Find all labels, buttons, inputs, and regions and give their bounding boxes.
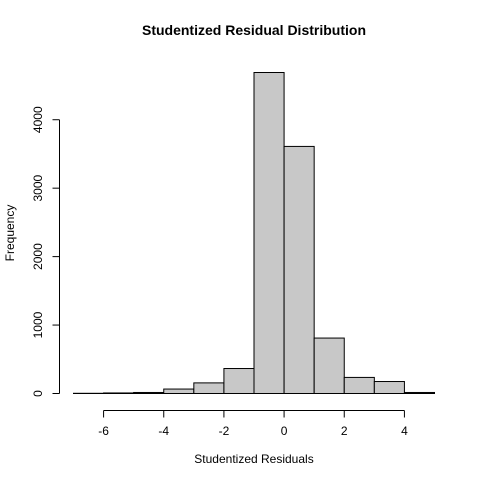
histogram-bar [223,368,255,395]
histogram-bar [193,382,225,395]
chart-title: Studentized Residual Distribution [142,22,366,38]
histogram-bar [373,381,405,395]
y-tick-label: 2000 [31,243,45,270]
y-tick-label: 4000 [31,106,45,133]
histogram-bar [103,392,135,395]
y-axis: 0 1000 2000 3000 4000 [31,106,60,397]
x-tick-label: -4 [158,424,169,438]
histogram-bar [253,72,285,394]
x-tick-label: 0 [281,424,288,438]
histogram-bar [283,145,315,394]
x-tick-label: 4 [401,424,408,438]
y-tick-label: 0 [31,390,45,397]
x-tick-label: -2 [219,424,230,438]
x-tick-label: 2 [341,424,348,438]
y-tick-label: 1000 [31,311,45,338]
bars-group [73,72,435,395]
x-tick-label: -6 [98,424,109,438]
histogram-bar [163,388,195,395]
histogram-bar [133,391,165,395]
y-axis-label: Frequency [3,205,17,262]
y-tick-label: 3000 [31,174,45,201]
histogram-bar [313,337,345,394]
x-axis: -6 -4 -2 0 2 4 [98,410,408,438]
histogram-bar [343,376,375,394]
x-axis-label: Studentized Residuals [194,452,313,466]
histogram-bar [403,391,435,395]
